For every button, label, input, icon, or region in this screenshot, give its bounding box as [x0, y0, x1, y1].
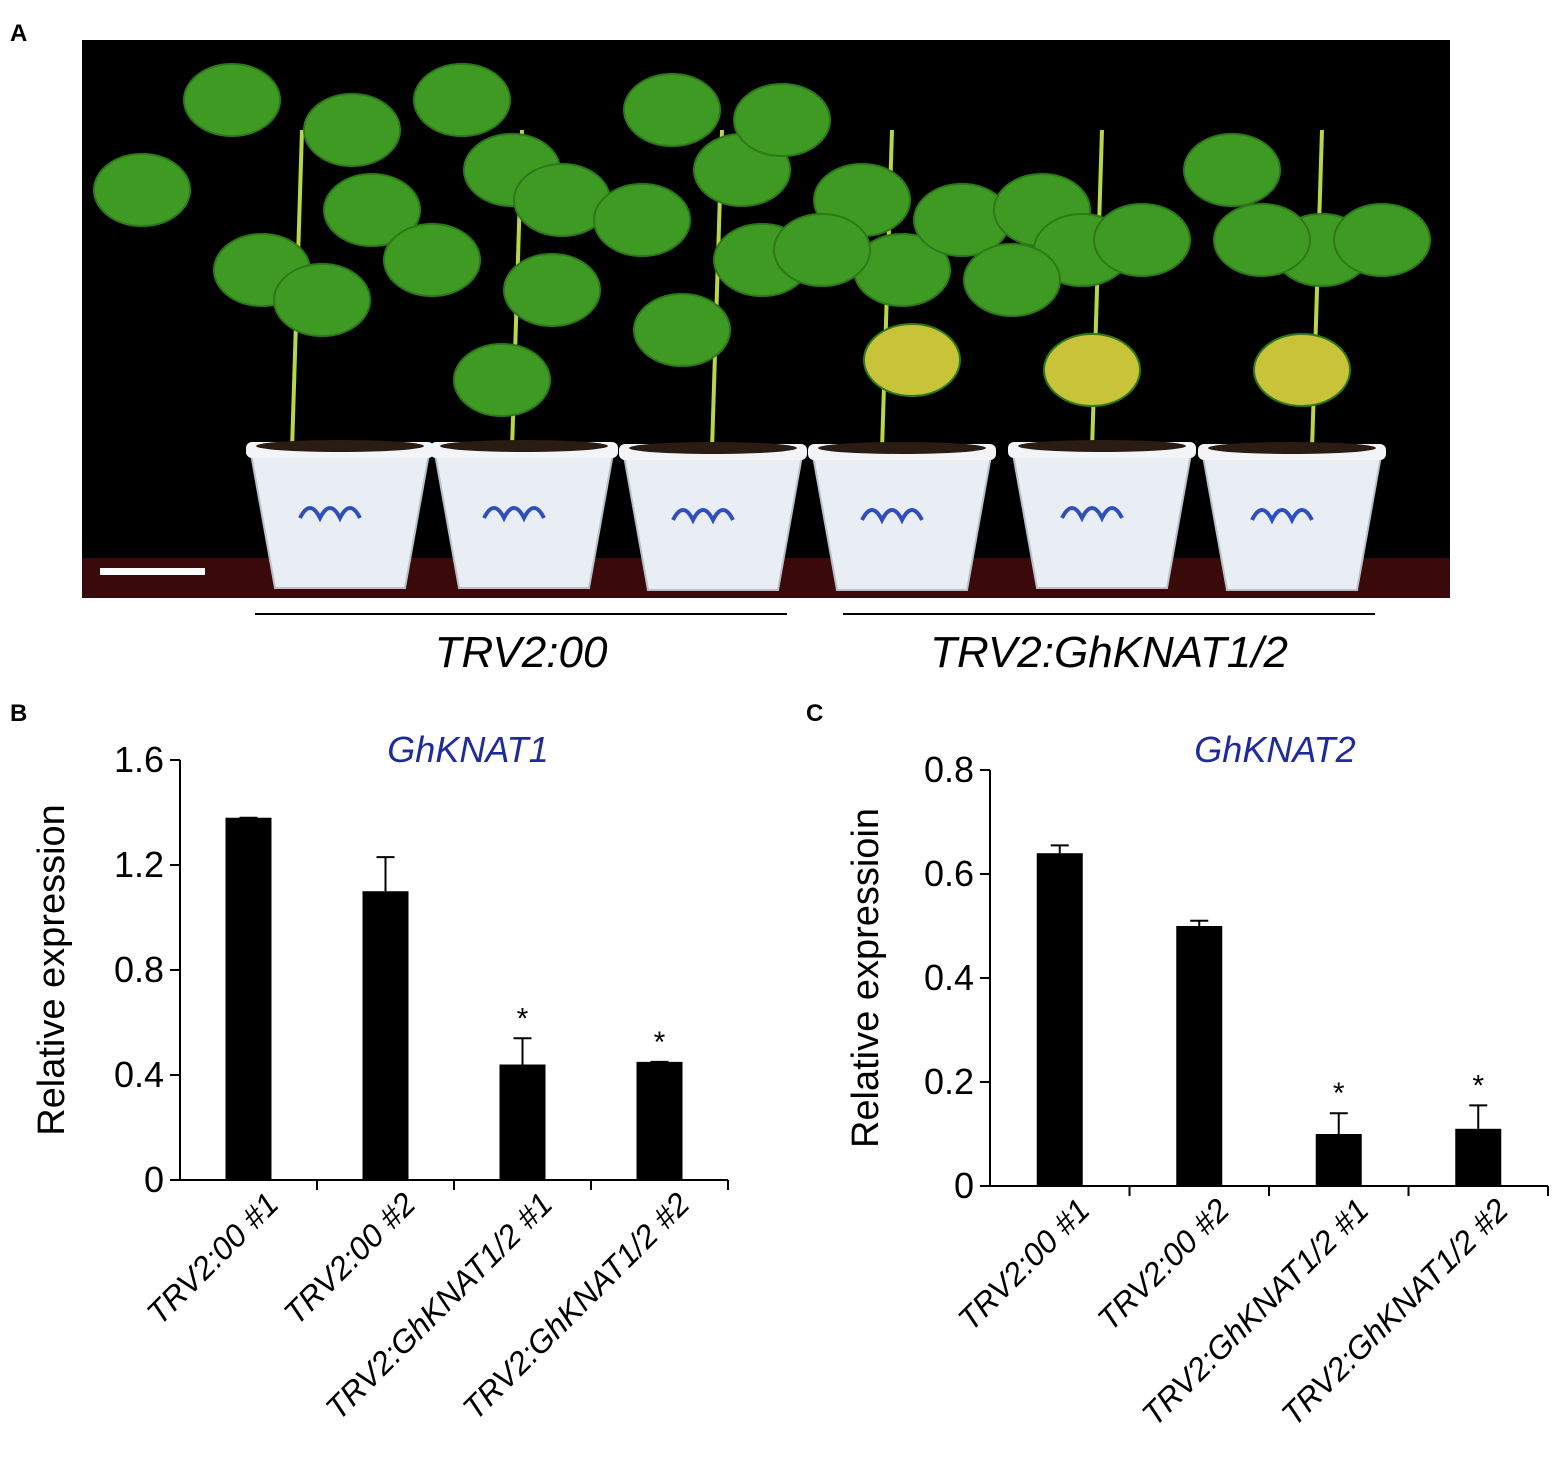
y-tick-label: 0.8: [924, 749, 974, 790]
plant-leaf: [383, 223, 481, 297]
plant-leaf: [413, 63, 511, 137]
pot-decoration: [482, 506, 546, 523]
bar: [1315, 1134, 1362, 1186]
x-category-label: TRV2:00 #2: [1090, 1191, 1236, 1337]
pot-soil: [1208, 442, 1376, 454]
plant-leaf: [1213, 203, 1311, 277]
panel-letter-c: C: [806, 700, 824, 727]
group-line-silenced: [843, 613, 1375, 615]
pot-decoration: [1060, 506, 1124, 523]
pot-soil: [818, 442, 986, 454]
plant-leaf: [503, 253, 601, 327]
pot-soil: [1018, 440, 1186, 452]
pot-soil: [629, 442, 797, 454]
plant-leaf: [183, 63, 281, 137]
y-tick-label: 0.4: [114, 1054, 164, 1095]
pot-soil: [256, 440, 424, 452]
y-tick-label: 0: [144, 1159, 164, 1200]
plant-leaf: [733, 83, 831, 157]
plant-leaf: [303, 93, 401, 167]
pot-decoration: [1250, 508, 1314, 525]
plant-leaf: [773, 213, 871, 287]
y-tick-label: 0.2: [924, 1061, 974, 1102]
pot-decoration: [298, 506, 362, 523]
plant-leaf: [1333, 203, 1431, 277]
bar: [225, 817, 272, 1180]
significance-mark: *: [1472, 1069, 1484, 1102]
pot-decoration: [860, 508, 924, 525]
group-line-control: [255, 613, 787, 615]
plant-leaf: [623, 73, 721, 147]
plant-leaf: [1043, 333, 1141, 407]
x-category-label: TRV2:GhKNAT1/2 #2: [1274, 1191, 1515, 1432]
y-tick-label: 0: [954, 1165, 974, 1206]
x-category-label: TRV2:00 #1: [140, 1185, 286, 1331]
pot-soil: [440, 440, 608, 452]
plant-leaf: [633, 293, 731, 367]
significance-mark: *: [517, 1002, 529, 1035]
bar: [1036, 853, 1083, 1186]
bar: [362, 891, 409, 1180]
potted-cotton-plants-photo: [82, 40, 1450, 598]
x-category-label: TRV2:GhKNAT1/2 #1: [1135, 1191, 1376, 1432]
plant-leaf: [1183, 133, 1281, 207]
plant-leaf: [453, 343, 551, 417]
chart-title: GhKNAT1: [387, 729, 548, 770]
y-tick-label: 1.2: [114, 844, 164, 885]
bar: [1455, 1128, 1502, 1186]
x-category-label: TRV2:00 #2: [277, 1185, 423, 1331]
group-label-control: TRV2:00: [434, 628, 608, 677]
bar: [499, 1064, 546, 1180]
plant-leaf: [593, 183, 691, 257]
panel-letter-a: A: [10, 20, 28, 47]
bar: [636, 1061, 683, 1180]
y-axis-label: Relative expressioin: [845, 808, 887, 1148]
y-tick-label: 1.6: [114, 739, 164, 780]
group-label-silenced: TRV2:GhKNAT1/2: [930, 628, 1288, 677]
y-tick-label: 0.8: [114, 949, 164, 990]
plant-leaf: [1253, 333, 1351, 407]
panel-letter-b: B: [10, 700, 28, 727]
plant-leaf: [273, 263, 371, 337]
plant-leaf: [863, 323, 961, 397]
chart-title: GhKNAT2: [1194, 729, 1355, 770]
significance-mark: *: [654, 1026, 666, 1059]
y-axis-label: Relative expression: [31, 804, 73, 1136]
plant-leaf: [1093, 203, 1191, 277]
x-category-label: TRV2:00 #1: [951, 1191, 1097, 1337]
x-category-label: TRV2:GhKNAT1/2 #1: [319, 1185, 560, 1426]
y-tick-label: 0.6: [924, 853, 974, 894]
x-category-label: TRV2:GhKNAT1/2 #2: [456, 1185, 697, 1426]
bar: [1176, 926, 1223, 1186]
plant-leaf: [93, 153, 191, 227]
plant-leaf: [963, 243, 1061, 317]
significance-mark: *: [1333, 1077, 1345, 1110]
y-tick-label: 0.4: [924, 957, 974, 998]
plant-leaf: [323, 173, 421, 247]
pot-decoration: [671, 508, 735, 525]
